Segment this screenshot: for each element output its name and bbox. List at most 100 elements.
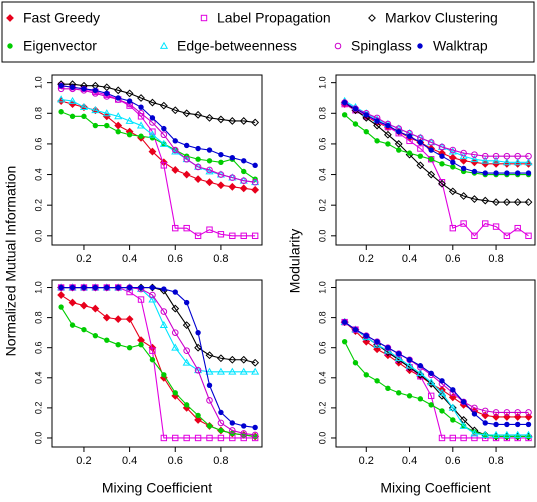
- marker: [373, 338, 381, 345]
- marker: [81, 113, 87, 120]
- y-tick-label: 0.8: [33, 311, 43, 324]
- marker: [503, 152, 511, 160]
- marker: [195, 156, 201, 162]
- marker: [504, 421, 510, 428]
- marker: [218, 427, 224, 434]
- marker: [160, 434, 168, 442]
- marker: [58, 304, 64, 310]
- marker: [525, 152, 532, 160]
- y-tick-label: 0.8: [317, 107, 327, 120]
- marker: [114, 121, 123, 130]
- marker: [503, 232, 511, 240]
- marker: [137, 296, 145, 303]
- marker: [218, 159, 224, 165]
- marker: [482, 420, 488, 426]
- x-tick-label: 0.6: [168, 455, 183, 467]
- marker: [493, 421, 499, 428]
- series-line: [344, 321, 529, 418]
- marker: [439, 378, 445, 384]
- marker: [115, 341, 121, 348]
- plot-frame: [51, 74, 263, 246]
- marker: [172, 289, 178, 295]
- marker: [352, 360, 359, 366]
- marker: [460, 149, 467, 157]
- marker: [81, 284, 87, 291]
- marker: [373, 121, 382, 130]
- marker: [417, 153, 424, 159]
- marker: [514, 152, 521, 160]
- marker: [459, 156, 468, 165]
- marker: [239, 355, 248, 364]
- marker: [481, 430, 490, 438]
- x-tick-label: 0.4: [402, 455, 417, 467]
- marker: [125, 315, 134, 324]
- marker: [525, 421, 532, 428]
- marker: [182, 321, 191, 330]
- marker: [450, 164, 456, 170]
- marker: [161, 372, 167, 378]
- marker: [438, 179, 446, 188]
- marker: [363, 332, 369, 339]
- marker: [91, 304, 100, 313]
- marker: [417, 145, 424, 152]
- y-tick-label: 0.0: [33, 432, 43, 445]
- marker: [182, 170, 191, 179]
- marker: [195, 145, 201, 152]
- marker: [137, 94, 145, 102]
- marker: [471, 168, 478, 175]
- legend-marker: [368, 14, 376, 22]
- marker: [136, 121, 146, 129]
- marker: [183, 402, 190, 408]
- marker: [183, 434, 190, 442]
- marker: [241, 158, 247, 164]
- x-tick-label: 0.4: [122, 253, 137, 265]
- marker: [114, 86, 123, 95]
- marker: [396, 390, 402, 396]
- marker: [241, 168, 247, 175]
- marker: [460, 398, 467, 406]
- series-line: [61, 83, 256, 124]
- marker: [161, 125, 167, 132]
- marker: [504, 170, 510, 176]
- marker: [229, 232, 236, 240]
- marker: [471, 404, 478, 412]
- marker: [104, 122, 110, 129]
- marker: [239, 184, 248, 193]
- marker: [206, 423, 213, 429]
- marker: [439, 153, 445, 159]
- marker: [217, 181, 225, 190]
- marker: [514, 224, 521, 232]
- legend-box: [1, 1, 535, 63]
- marker: [341, 318, 348, 326]
- marker: [513, 198, 522, 207]
- marker: [362, 332, 370, 339]
- marker: [217, 419, 225, 427]
- marker: [104, 337, 110, 343]
- marker: [159, 320, 168, 329]
- marker: [374, 118, 380, 124]
- legend-marker: [417, 43, 423, 49]
- marker: [195, 412, 201, 419]
- marker: [205, 351, 214, 360]
- marker: [492, 409, 500, 416]
- y-tick-label: 1.0: [33, 281, 43, 294]
- marker: [171, 304, 180, 313]
- series-line: [344, 103, 529, 237]
- marker: [449, 224, 457, 232]
- marker: [148, 130, 157, 138]
- marker: [194, 343, 202, 352]
- marker: [229, 427, 236, 434]
- series-line: [344, 102, 529, 203]
- marker: [252, 162, 258, 169]
- y-tick-label: 0.2: [33, 199, 43, 212]
- marker: [405, 361, 414, 369]
- y-tick-label: 1.0: [317, 76, 327, 89]
- marker: [228, 117, 237, 125]
- marker: [341, 338, 348, 345]
- marker: [115, 128, 121, 135]
- marker: [218, 151, 224, 158]
- marker: [459, 421, 468, 429]
- series-line: [344, 102, 529, 174]
- marker: [251, 358, 260, 367]
- x-tick-label: 0.8: [213, 253, 228, 265]
